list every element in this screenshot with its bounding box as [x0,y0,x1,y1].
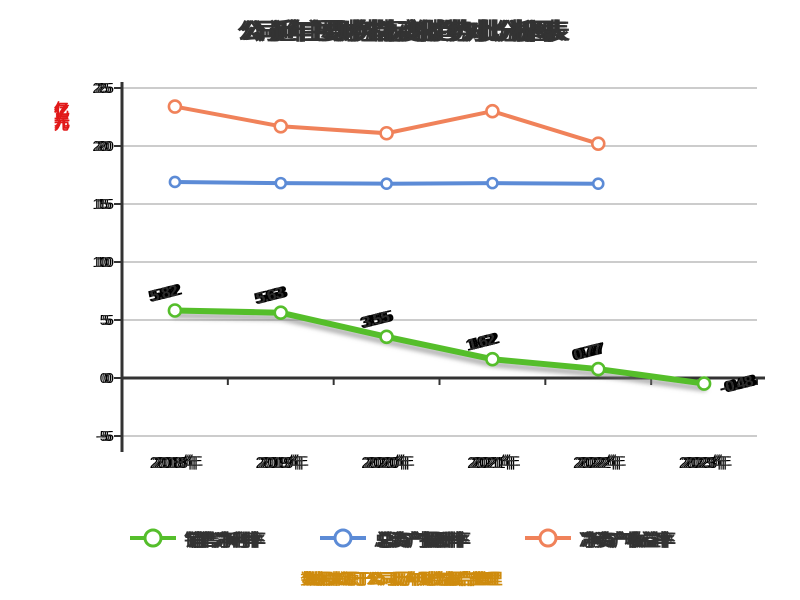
data-point-marker [591,177,605,190]
line-circle-marker-icon [525,528,571,548]
data-point-label: 0.77 [572,341,604,364]
legend-label-series-3: 净资产收益率 [581,530,673,550]
legend-label-series-2: 总资产报酬率 [376,530,468,550]
x-axis-category-label: 2022年 [575,454,623,472]
x-axis-category-label: 2020年 [363,454,411,472]
data-point-marker [485,103,500,119]
data-point-marker [379,329,394,345]
data-point-marker [590,361,606,377]
data-point-label: 3.55 [360,309,392,332]
data-point-marker [485,351,500,367]
data-point-label: 1.62 [466,331,498,354]
chart-title: 公司近年主要财务指标变化趋势对比分析图表 [240,18,567,44]
data-point-label: 5.82 [149,282,181,305]
data-point-marker [167,303,183,318]
data-point-marker [590,136,606,151]
legend-item-series-2[interactable]: 总资产报酬率 [319,526,468,551]
data-point-marker [274,176,288,190]
data-point-marker [167,99,183,114]
y-axis-unit-label: 亿元 [52,103,69,125]
legend: 销售净利率 总资产报酬率 净资产收益率 [0,518,800,558]
data-point-marker [168,175,182,189]
data-point-label: 5.63 [254,285,286,308]
y-axis-tick-label: 15 [94,196,109,213]
legend-item-series-3[interactable]: 净资产收益率 [524,526,673,551]
line-circle-marker-icon [130,528,176,548]
footnote: 数据来源于公司历年财务报告整理 [302,571,499,588]
y-axis-tick-label: 25 [94,80,109,97]
legend-label-series-1: 销售净利率 [186,530,263,550]
series-line [171,307,708,387]
y-axis-tick-label: -5 [98,428,110,445]
data-point-marker [273,305,289,320]
legend-item-series-1[interactable]: 销售净利率 [129,526,263,551]
data-point-marker [379,125,394,141]
y-axis-tick-label: 20 [94,138,109,155]
data-point-marker [380,177,393,190]
data-point-marker [696,376,712,391]
line-circle-marker-icon [320,528,366,548]
data-point-marker [273,118,289,134]
x-axis-category-label: 2021年 [469,454,517,472]
data-point-marker [486,176,499,190]
x-axis-category-label: 2019年 [257,454,305,472]
y-axis-tick-label: 0 [102,370,110,387]
y-axis-tick-label: 10 [94,254,109,271]
x-axis-category-label: 2023年 [681,454,729,472]
x-axis-category-label: 2018年 [152,454,200,472]
y-axis-tick-label: 5 [102,312,110,329]
